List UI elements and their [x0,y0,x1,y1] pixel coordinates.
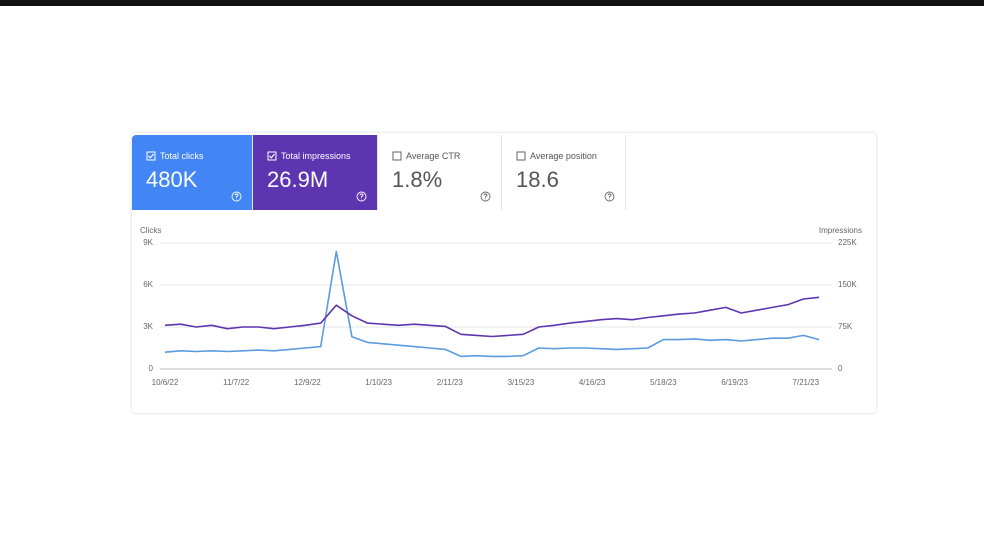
performance-card: Total clicks 480K Total impressions 26.9M Av… [132,133,876,413]
metric-label-row: Total clicks [146,151,252,161]
metric-tile[interactable]: Average position 18.6 [502,135,626,210]
y-tick-label: 6K [143,280,153,289]
y2-tick-label: 225K [838,238,857,247]
help-circle [604,191,615,202]
x-tick-label: 3/15/23 [508,378,535,387]
metric-label: Average position [530,151,597,161]
x-tick-label: 4/16/23 [579,378,606,387]
metric-label-row: Total impressions [267,151,377,161]
checkbox-box [516,151,526,161]
metric-value: 26.9M [267,167,329,192]
top-bar [0,0,984,6]
help-mark [607,193,612,200]
help-icon[interactable] [356,191,367,202]
checkbox[interactable] [267,151,277,161]
help-mark [359,193,364,200]
metric-label: Total clicks [160,151,204,161]
checkbox-box [267,151,277,161]
metric-tile[interactable]: Total impressions 26.9M [253,135,378,210]
y2-axis-title: Impressions [819,226,862,235]
help-icon[interactable] [231,191,242,202]
help-icon[interactable] [604,191,615,202]
y-tick-label: 0 [149,364,154,373]
help-mark [234,193,239,200]
checkbox[interactable] [516,151,526,161]
y-axis-title: Clicks [140,226,161,235]
x-tick-label: 1/10/23 [365,378,392,387]
checkbox-box [392,151,402,161]
x-tick-label: 2/11/23 [437,378,464,387]
metric-value: 480K [146,167,198,192]
metric-value: 1.8% [392,167,443,192]
x-tick-label: 10/6/22 [152,378,179,387]
series-line [164,250,820,358]
help-mark [483,193,488,200]
x-tick-label: 5/18/23 [650,378,677,387]
x-tick-label: 12/9/22 [294,378,321,387]
metric-label: Total impressions [281,151,351,161]
help-icon[interactable] [480,191,491,202]
metric-label-row: Average position [516,151,625,161]
metric-label-row: Average CTR [392,151,501,161]
y-tick-label: 9K [143,238,153,247]
x-tick-label: 11/7/22 [223,378,250,387]
metric-value: 18.6 [516,167,559,192]
checkbox-box [146,151,156,161]
checkbox[interactable] [392,151,402,161]
y2-tick-label: 0 [838,364,843,373]
y-tick-label: 3K [143,322,153,331]
help-circle [356,191,367,202]
metric-tile[interactable]: Total clicks 480K [132,135,253,210]
help-circle [480,191,491,202]
metric-tile[interactable]: Average CTR 1.8% [378,135,502,210]
metric-label: Average CTR [406,151,461,161]
y2-tick-label: 150K [838,280,857,289]
y2-tick-label: 75K [838,322,853,331]
series-line [164,296,820,338]
help-circle [231,191,242,202]
checkbox-check [269,153,275,159]
x-tick-label: 7/21/23 [792,378,819,387]
checkbox-check [148,153,154,159]
x-tick-label: 6/19/23 [721,378,748,387]
checkbox[interactable] [146,151,156,161]
